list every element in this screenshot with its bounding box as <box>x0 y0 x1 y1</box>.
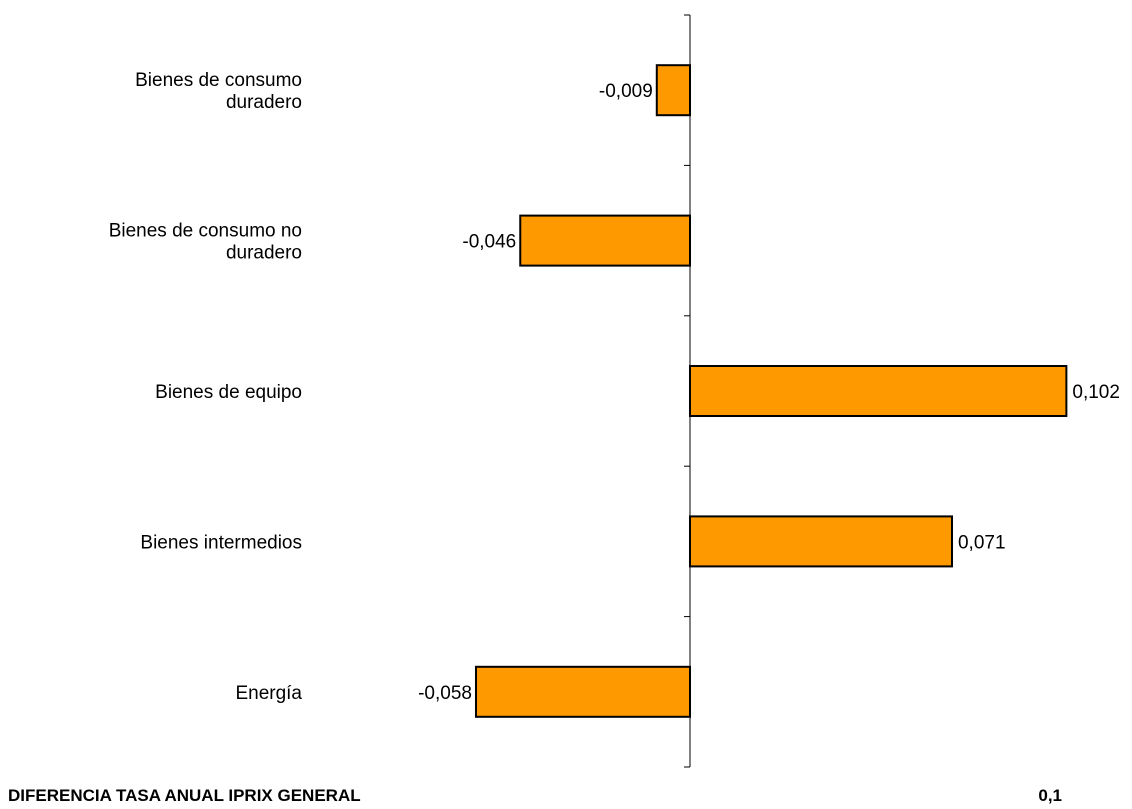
footer-value: 0,1 <box>1038 786 1062 805</box>
data-label: 0,071 <box>958 532 1006 553</box>
footer: DIFERENCIA TASA ANUAL IPRIX GENERAL 0,1 <box>8 786 1124 808</box>
data-label: -0,046 <box>462 232 516 253</box>
data-label: -0,009 <box>599 81 653 102</box>
bars <box>474 64 1068 718</box>
category-label: Bienes de consumo <box>135 70 302 91</box>
bar <box>689 365 1068 417</box>
footer-label: DIFERENCIA TASA ANUAL IPRIX GENERAL <box>8 786 361 805</box>
bar <box>474 665 692 718</box>
data-label: 0,102 <box>1072 382 1120 403</box>
category-label: Bienes de consumo no <box>109 221 302 242</box>
bar <box>519 214 692 267</box>
bar <box>689 515 953 568</box>
category-label: Bienes intermedios <box>140 532 302 553</box>
category-label: duradero <box>226 92 302 113</box>
category-label: Bienes de equipo <box>155 382 302 403</box>
bar <box>655 64 691 117</box>
data-label: -0,058 <box>418 683 472 704</box>
category-label: Energía <box>235 683 302 704</box>
category-label: duradero <box>226 243 302 264</box>
